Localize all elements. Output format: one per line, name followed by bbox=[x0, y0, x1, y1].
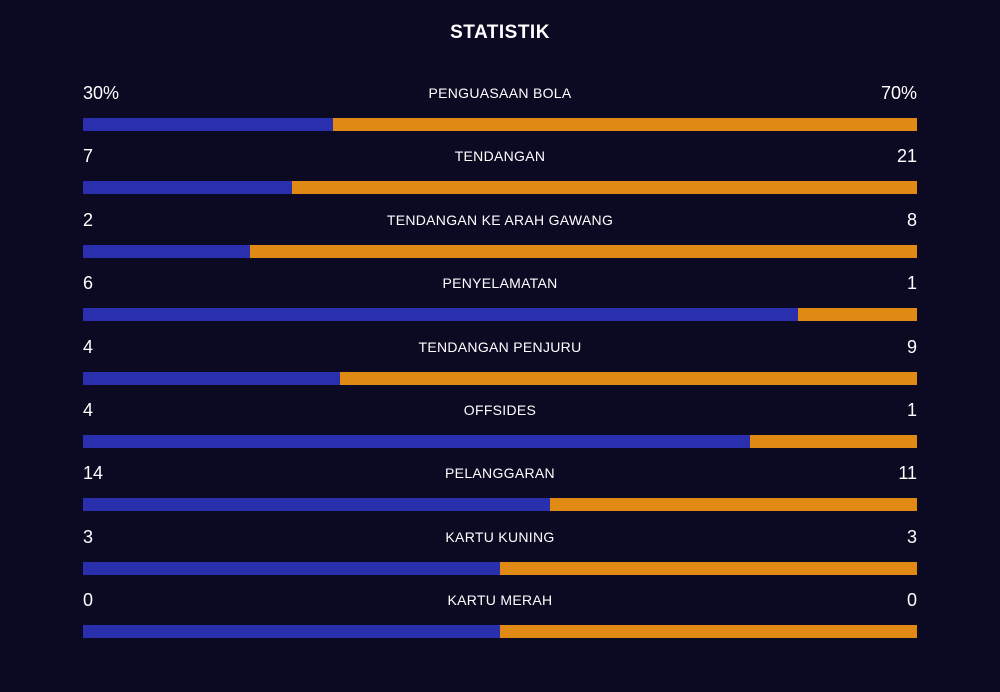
home-bar-fill bbox=[83, 118, 334, 131]
stat-bar bbox=[83, 434, 917, 448]
away-value: 70% bbox=[880, 83, 917, 103]
home-value: 7 bbox=[83, 146, 94, 167]
page-title: STATISTIK bbox=[450, 22, 550, 43]
home-bar-fill bbox=[83, 371, 340, 385]
home-value: 4 bbox=[83, 399, 94, 420]
home-value: 2 bbox=[83, 209, 94, 230]
stat-label: PENGUASAAN BOLA bbox=[428, 85, 572, 101]
stat-label: TENDANGAN bbox=[454, 148, 546, 165]
stat-bar bbox=[83, 181, 917, 195]
away-value: 1 bbox=[906, 399, 917, 420]
away-value: 3 bbox=[906, 526, 917, 547]
stat-label: OFFSIDES bbox=[463, 401, 537, 418]
stat-label: KARTU KUNING bbox=[445, 528, 555, 545]
stat-label: TENDANGAN KE ARAH GAWANG bbox=[386, 211, 614, 228]
home-value: 14 bbox=[83, 463, 104, 484]
stat-row-saves: 6 PENYELAMATAN 1 bbox=[83, 270, 917, 333]
stat-row-corners: 4 TENDANGAN PENJURU 9 bbox=[83, 334, 917, 397]
stat-bar bbox=[83, 244, 917, 258]
stat-row-yellow-cards: 3 KARTU KUNING 3 bbox=[83, 524, 917, 587]
away-value: 21 bbox=[896, 146, 917, 167]
stat-label: PENYELAMATAN bbox=[442, 275, 558, 292]
stat-row-offsides: 4 OFFSIDES 1 bbox=[83, 397, 917, 460]
away-value: 0 bbox=[906, 590, 917, 611]
stat-bar bbox=[83, 498, 917, 512]
home-bar-fill bbox=[83, 308, 798, 322]
stat-row-shots: 7 TENDANGAN 21 bbox=[83, 143, 917, 206]
home-bar-fill bbox=[83, 181, 292, 195]
stat-row-fouls: 14 PELANGGARAN 11 bbox=[83, 460, 917, 523]
stat-bar bbox=[83, 371, 917, 385]
away-value: 1 bbox=[906, 273, 917, 294]
stat-row-shots-on-target: 2 TENDANGAN KE ARAH GAWANG 8 bbox=[83, 207, 917, 270]
stat-bar bbox=[83, 118, 917, 131]
home-bar-fill bbox=[83, 244, 250, 258]
home-bar-fill bbox=[83, 625, 500, 639]
stat-label: TENDANGAN PENJURU bbox=[418, 338, 582, 355]
stat-label: KARTU MERAH bbox=[447, 592, 553, 609]
stat-bar bbox=[83, 625, 917, 639]
stat-row-red-cards: 0 KARTU MERAH 0 bbox=[83, 587, 917, 650]
home-value: 30% bbox=[83, 83, 120, 103]
stats-list: 30% PENGUASAAN BOLA 70% 7 TENDANGAN 21 2… bbox=[83, 80, 917, 651]
home-value: 4 bbox=[83, 336, 94, 357]
stat-bar bbox=[83, 308, 917, 322]
away-value: 9 bbox=[906, 336, 917, 357]
away-value: 11 bbox=[898, 463, 917, 484]
home-bar-fill bbox=[83, 498, 551, 512]
stat-bar bbox=[83, 561, 917, 575]
home-bar-fill bbox=[83, 434, 751, 448]
home-value: 0 bbox=[83, 590, 94, 611]
stat-row-possession: 30% PENGUASAAN BOLA 70% bbox=[83, 80, 917, 143]
home-bar-fill bbox=[83, 561, 500, 575]
home-value: 3 bbox=[83, 526, 94, 547]
away-value: 8 bbox=[906, 209, 917, 230]
stat-label: PELANGGARAN bbox=[445, 465, 555, 482]
home-value: 6 bbox=[83, 273, 94, 294]
